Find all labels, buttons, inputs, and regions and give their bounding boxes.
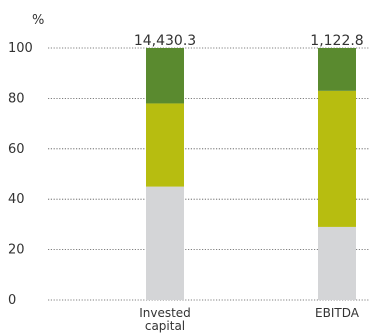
y-tick-label-80: 80 [8, 91, 25, 106]
bar-segment-1-2 [146, 103, 184, 187]
bars [146, 48, 356, 300]
y-tick-label-20: 20 [8, 243, 25, 258]
bar-total-labels: 14,430.3 1,122.8 [134, 33, 364, 49]
bar-total-label-1: 14,430.3 [134, 33, 196, 49]
category-label-2-line-1: EBITDA [315, 306, 360, 320]
bar-segment-2-3 [318, 48, 356, 91]
gridlines [48, 47, 370, 301]
category-label-1-line-2: capital [145, 319, 185, 333]
bar-segment-1-3 [146, 48, 184, 104]
y-tick-label-40: 40 [8, 192, 25, 207]
bar-segment-1-1 [146, 186, 184, 300]
y-axis-unit-label: % [32, 13, 44, 28]
bar-segment-2-2 [318, 90, 356, 227]
bar-total-label-2: 1,122.8 [310, 33, 363, 49]
y-axis-tick-labels: 0 20 40 60 80 100 [8, 41, 33, 308]
y-tick-label-0: 0 [8, 293, 16, 308]
y-tick-label-100: 100 [8, 41, 33, 56]
y-tick-label-60: 60 [8, 142, 25, 157]
category-label-1-line-1: Invested [139, 306, 191, 320]
bar-segment-2-1 [318, 226, 356, 300]
